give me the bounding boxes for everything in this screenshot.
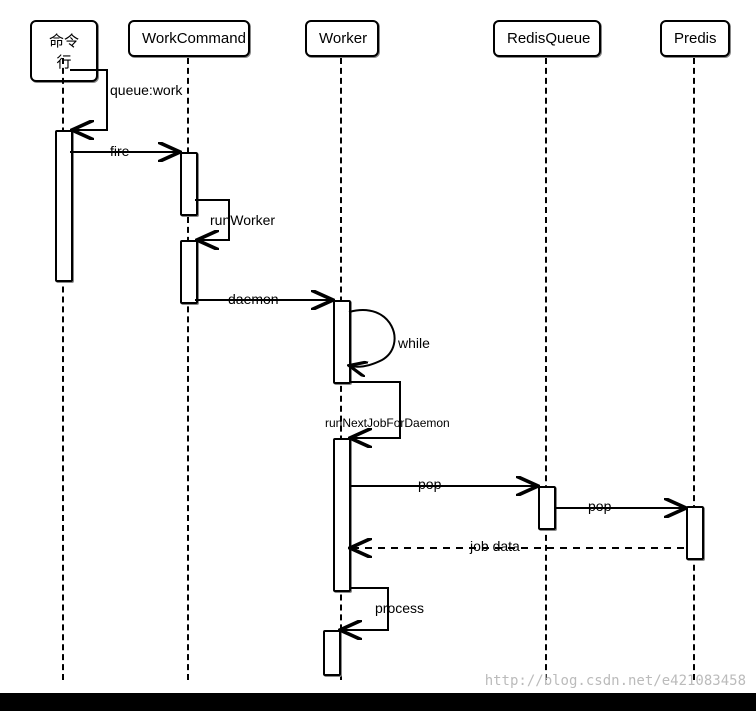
label-runnextjob: runNextJobForDaemon [325, 416, 450, 430]
activation-worker-1 [333, 300, 351, 384]
label-runworker: runWorker [210, 212, 275, 228]
activation-workcmd-2 [180, 240, 198, 304]
label-queue-work: queue:work [110, 82, 182, 98]
participant-workcommand: WorkCommand [128, 20, 250, 57]
activation-predis [686, 506, 704, 560]
label-process: process [375, 600, 424, 616]
activation-redisq [538, 486, 556, 530]
label-pop-2: pop [588, 498, 611, 514]
participant-label: RedisQueue [507, 30, 590, 47]
participant-cli: 命令行 [30, 20, 98, 82]
participant-predis: Predis [660, 20, 730, 57]
participant-worker: Worker [305, 20, 379, 57]
bottom-border [0, 693, 756, 711]
activation-worker-3 [323, 630, 341, 676]
activation-worker-2 [333, 438, 351, 592]
label-fire: fire [110, 143, 129, 159]
watermark: http://blog.csdn.net/e421083458 [485, 673, 746, 689]
sequence-diagram: 命令行 WorkCommand Worker RedisQueue Predis [0, 0, 756, 711]
activation-workcmd-1 [180, 152, 198, 216]
participant-label: Predis [674, 30, 717, 47]
label-daemon: daemon [228, 291, 279, 307]
activation-cli [55, 130, 73, 282]
participant-redisqueue: RedisQueue [493, 20, 601, 57]
lifeline-predis [693, 58, 695, 680]
label-jobdata: job data [470, 538, 520, 554]
label-while: while [398, 335, 430, 351]
label-pop-1: pop [418, 476, 441, 492]
participant-label: Worker [319, 30, 367, 47]
participant-label: WorkCommand [142, 30, 246, 47]
lifeline-redisqueue [545, 58, 547, 680]
